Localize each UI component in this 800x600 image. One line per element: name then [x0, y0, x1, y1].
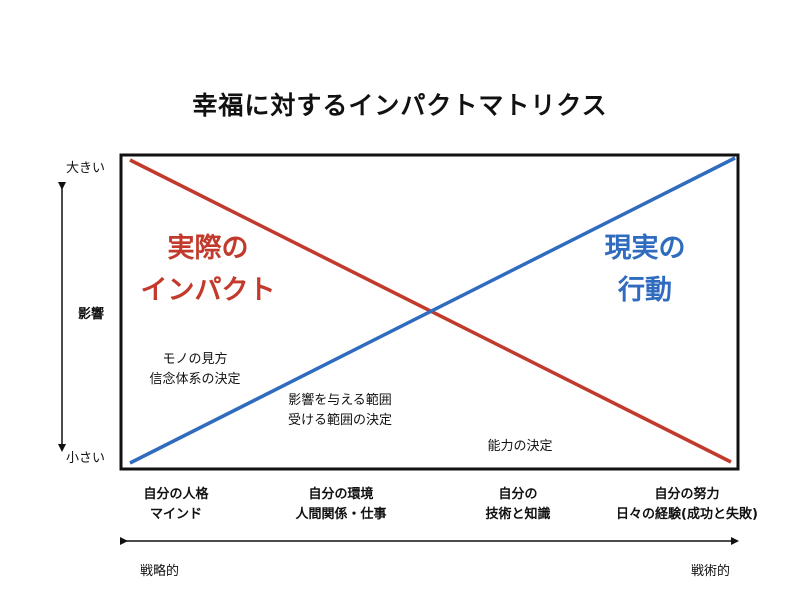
y-axis-top-label: 大きい	[66, 161, 106, 176]
note-influence-line1: 影響を与える範囲	[288, 393, 392, 408]
y-axis-bottom-label: 小さい	[66, 451, 106, 466]
blue-line-label: 現実の 行動	[580, 228, 710, 312]
note-influence: 影響を与える範囲 受ける範囲の決定	[270, 391, 410, 431]
red-line-label: 実際の インパクト	[128, 228, 288, 312]
note-perspective-line1: モノの見方	[162, 352, 228, 367]
category-skills: 自分の 技術と知識	[448, 485, 588, 525]
red-line-label-2: インパクト	[140, 275, 276, 306]
note-perspective: モノの見方 信念体系の決定	[130, 350, 260, 390]
category-environment-line2: 人間関係・仕事	[295, 507, 387, 522]
category-environment-line1: 自分の環境	[308, 487, 374, 502]
note-influence-line2: 受ける範囲の決定	[287, 413, 392, 428]
note-perspective-line2: 信念体系の決定	[149, 372, 241, 387]
x-axis-right-label: 戦術的	[691, 564, 731, 579]
blue-line-label-1: 現実の	[604, 233, 686, 264]
matrix-frame	[119, 153, 740, 471]
category-effort: 自分の努力 日々の経験(成功と失敗)	[592, 485, 782, 525]
diagram-title: 幸福に対するインパクトマトリクス	[192, 91, 608, 120]
x-axis-left-label: 戦略的	[140, 564, 180, 579]
category-effort-line1: 自分の努力	[654, 487, 720, 502]
blue-line-label-2: 行動	[618, 275, 672, 306]
category-personality-line2: マインド	[149, 507, 202, 522]
category-effort-line2: 日々の経験(成功と失敗)	[616, 507, 758, 522]
note-ability: 能力の決定	[487, 439, 553, 454]
category-skills-line2: 技術と知識	[485, 507, 551, 522]
category-personality-line1: 自分の人格	[143, 487, 209, 502]
y-axis-title: 影響	[78, 307, 105, 322]
category-personality: 自分の人格 マインド	[106, 485, 246, 525]
blue-action-line	[129, 156, 736, 465]
red-line-label-1: 実際の	[167, 233, 249, 264]
category-skills-line1: 自分の	[498, 487, 538, 502]
category-environment: 自分の環境 人間関係・仕事	[266, 485, 416, 525]
